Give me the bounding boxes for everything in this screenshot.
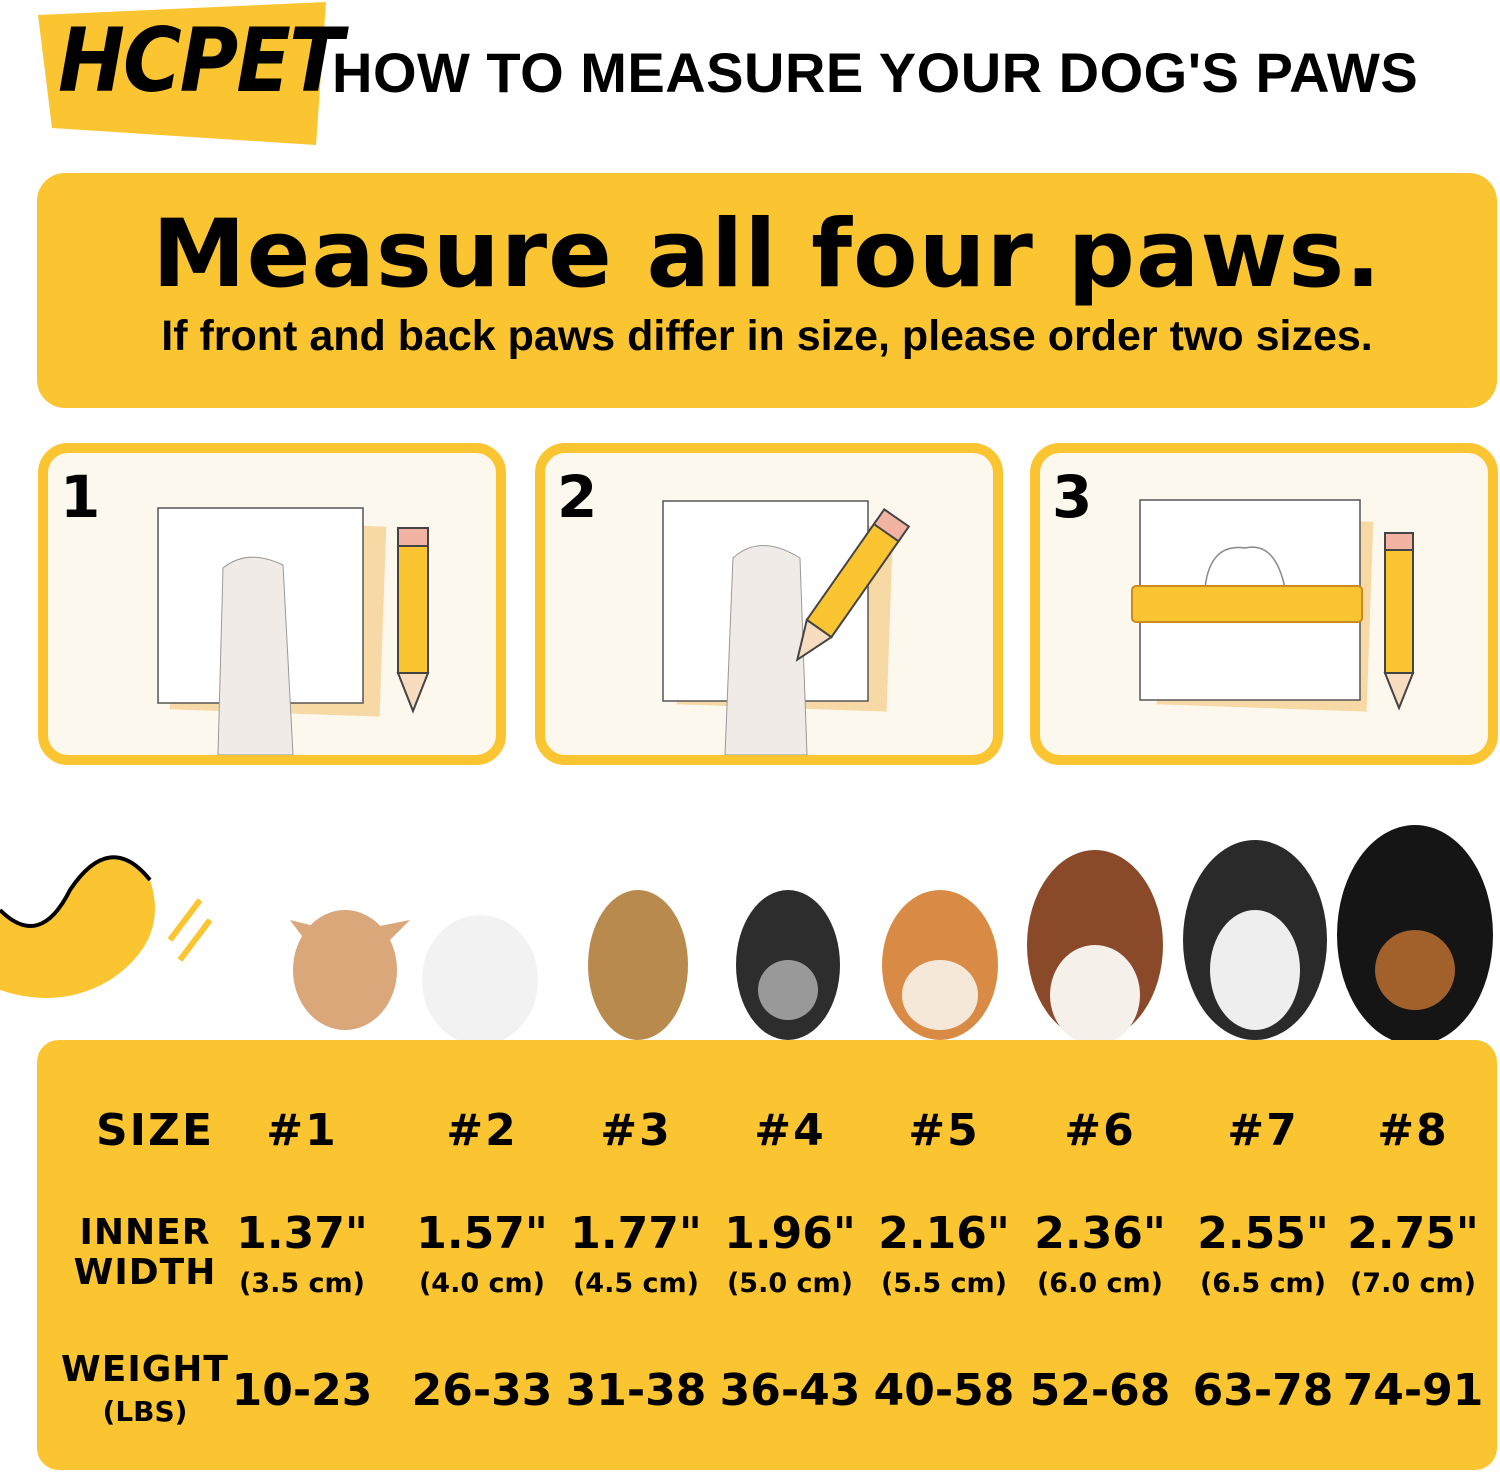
step-number: 1 <box>60 463 101 531</box>
size-cell: #3 <box>600 1105 672 1156</box>
dog-schnauzer-icon <box>736 890 840 1040</box>
size-cell: #8 <box>1377 1105 1449 1156</box>
size-cell: #4 <box>754 1105 826 1156</box>
inner-width-cm-cell: (4.5 cm) <box>572 1268 700 1299</box>
step-1-panel: 1 <box>38 443 506 765</box>
inner-width-inches-cell: 2.36" <box>1034 1208 1166 1259</box>
size-row-label: SIZE <box>95 1105 215 1156</box>
weight-cell: 40-58 <box>873 1365 1015 1416</box>
step-3-panel: 3 <box>1030 443 1498 765</box>
paw-on-paper-icon <box>157 507 430 755</box>
page-title: HOW TO MEASURE YOUR DOG'S PAWS <box>332 41 1419 104</box>
step-number: 2 <box>557 463 598 531</box>
inner-width-inches-cell: 1.77" <box>570 1208 702 1259</box>
dog-aussie-icon <box>1027 850 1163 1045</box>
trace-paw-with-pencil-icon <box>662 500 911 755</box>
inner-width-cm-cell: (7.0 cm) <box>1349 1268 1477 1299</box>
inner-width-cm-cell: (6.5 cm) <box>1199 1268 1327 1299</box>
inner-width-cm-cell: (5.5 cm) <box>880 1268 1008 1299</box>
inner-width-cm-cell: (5.0 cm) <box>726 1268 854 1299</box>
dog-yorkie-icon <box>588 890 688 1040</box>
step-2-panel: 2 <box>535 443 1003 765</box>
weight-cell: 10-23 <box>231 1365 373 1416</box>
weight-row-label: WEIGHT <box>61 1349 229 1390</box>
inner-width-inches-cell: 2.55" <box>1197 1208 1329 1259</box>
dog-chihuahua-icon <box>290 910 410 1030</box>
inner-width-inches-cell: 2.16" <box>878 1208 1010 1259</box>
size-cell: #5 <box>908 1105 980 1156</box>
swoosh-decoration-icon <box>0 855 213 998</box>
weight-cell: 52-68 <box>1029 1365 1171 1416</box>
logo-badge <box>38 2 326 145</box>
dog-husky-icon <box>1183 840 1327 1040</box>
inner-width-inches-cell: 1.96" <box>724 1208 856 1259</box>
banner-headline: Measure all four paws. <box>152 200 1382 309</box>
instruction-banner <box>37 173 1497 408</box>
measure-with-ruler-icon <box>1131 499 1415 712</box>
size-cell: #1 <box>266 1105 338 1156</box>
weight-cell: 26-33 <box>411 1365 553 1416</box>
inner-width-inches-cell: 1.57" <box>416 1208 548 1259</box>
inner-width-cm-cell: (4.0 cm) <box>418 1268 546 1299</box>
dog-rottweiler-icon <box>1337 825 1493 1045</box>
inner-width-inches-cell: 1.37" <box>236 1208 368 1259</box>
inner-width-label: WIDTH <box>73 1252 217 1293</box>
size-cell: #6 <box>1064 1105 1136 1156</box>
inner-width-cm-cell: (6.0 cm) <box>1036 1268 1164 1299</box>
banner-subline: If front and back paws differ in size, p… <box>161 312 1373 360</box>
weight-cell: 74-91 <box>1342 1365 1484 1416</box>
size-cell: #7 <box>1227 1105 1299 1156</box>
dog-shiba-icon <box>882 890 998 1040</box>
size-chart-table <box>37 1040 1497 1470</box>
weight-cell: 63-78 <box>1192 1365 1334 1416</box>
dog-bichon-icon <box>422 915 538 1045</box>
brand-logo: HCPET <box>58 9 344 112</box>
size-cell: #2 <box>446 1105 518 1156</box>
dog-size-illustrations <box>0 825 1493 1045</box>
weight-cell: 36-43 <box>719 1365 861 1416</box>
inner-width-inches-cell: 2.75" <box>1347 1208 1479 1259</box>
weight-unit-label: (LBS) <box>102 1395 188 1428</box>
inner-width-label: INNER <box>79 1212 211 1253</box>
step-number: 3 <box>1052 463 1093 531</box>
inner-width-cm-cell: (3.5 cm) <box>238 1268 366 1299</box>
weight-cell: 31-38 <box>565 1365 707 1416</box>
